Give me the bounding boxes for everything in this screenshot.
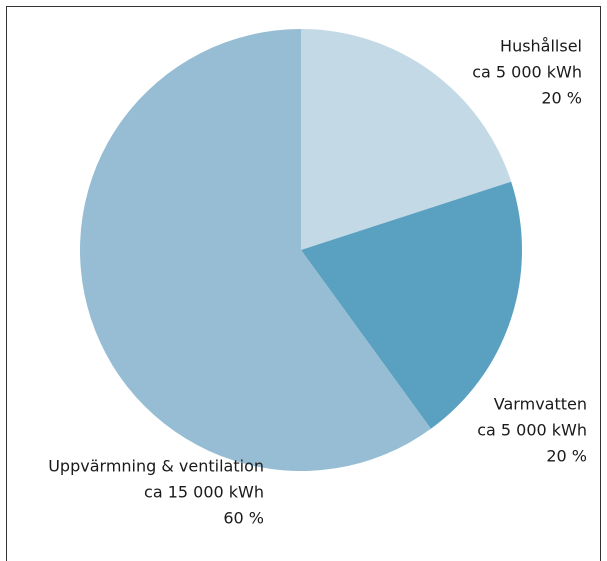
slice-label: Hushållsel (500, 37, 582, 56)
slice-value: 20 % (541, 89, 582, 108)
slice-value: 20 % (546, 447, 587, 466)
pie-slice (301, 29, 512, 250)
slice-energy: ca 15 000 kWh (144, 483, 264, 502)
slice-label: Uppvärmning & ventilation (48, 457, 264, 476)
pie-slice (80, 29, 431, 471)
slice-energy: ca 5 000 kWh (472, 63, 582, 82)
slice-label: Varmvatten (494, 395, 587, 414)
slice-energy: ca 5 000 kWh (477, 421, 587, 440)
pie-slice (301, 181, 522, 429)
slice-value: 60 % (223, 509, 264, 528)
